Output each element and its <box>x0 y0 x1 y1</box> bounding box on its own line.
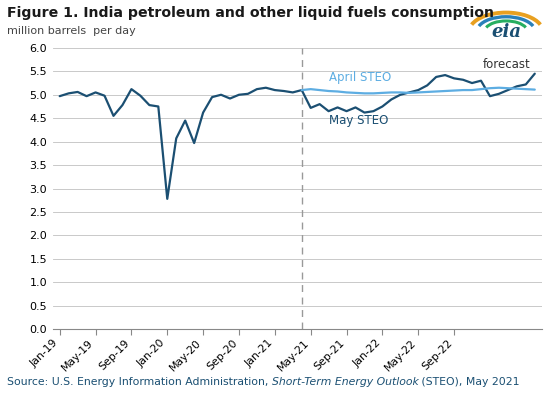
Text: Short-Term Energy Outlook: Short-Term Energy Outlook <box>272 377 418 387</box>
Text: eia: eia <box>491 23 521 41</box>
Text: Figure 1. India petroleum and other liquid fuels consumption: Figure 1. India petroleum and other liqu… <box>7 6 494 20</box>
Text: (STEO), May 2021: (STEO), May 2021 <box>418 377 520 387</box>
Text: Source: U.S. Energy Information Administration,: Source: U.S. Energy Information Administ… <box>7 377 272 387</box>
Text: forecast: forecast <box>483 58 530 71</box>
Text: May STEO: May STEO <box>328 115 388 127</box>
Text: million barrels  per day: million barrels per day <box>7 26 135 36</box>
Text: April STEO: April STEO <box>328 71 391 85</box>
